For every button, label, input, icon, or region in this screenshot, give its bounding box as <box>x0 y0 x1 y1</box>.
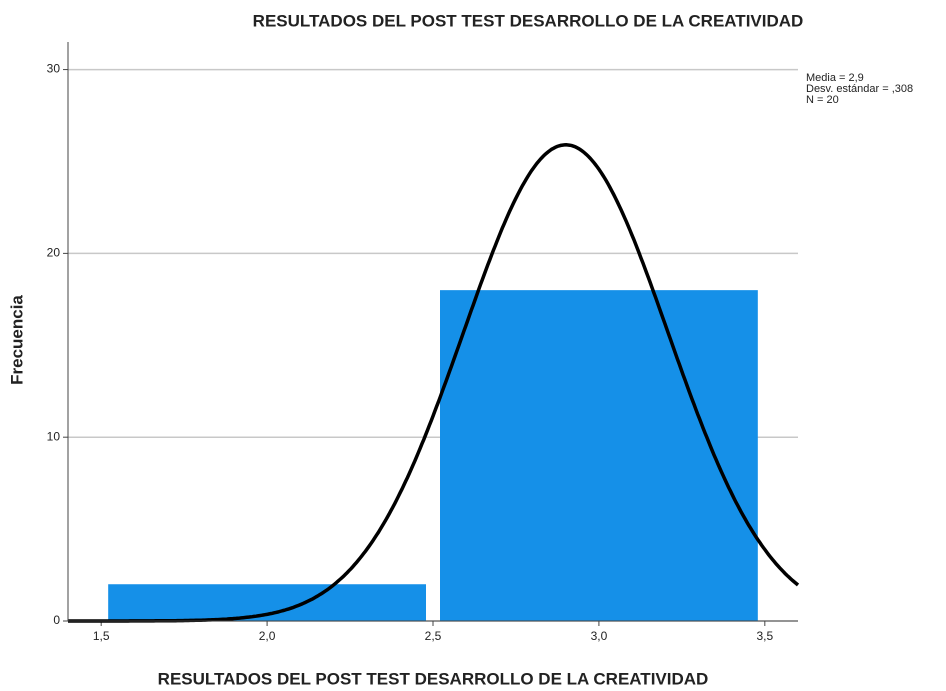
y-tick-label: 10 <box>47 429 61 443</box>
normal-curve <box>68 143 800 623</box>
x-tick-label: 2,5 <box>425 629 442 643</box>
x-axis-label: RESULTADOS DEL POST TEST DESARROLLO DE L… <box>158 669 709 688</box>
x-tick-label: 3,5 <box>756 629 773 643</box>
y-axis-label: Frecuencia <box>7 295 26 385</box>
bar <box>440 290 758 621</box>
chart-title: RESULTADOS DEL POST TEST DESARROLLO DE L… <box>253 11 804 30</box>
x-tick-label: 1,5 <box>93 629 110 643</box>
y-tick-label: 30 <box>47 62 61 76</box>
stats-label: Media = 2,9 <box>806 72 864 84</box>
stats-label: N = 20 <box>806 94 839 106</box>
x-tick-label: 2,0 <box>259 629 276 643</box>
y-tick-label: 0 <box>53 613 60 627</box>
y-tick-label: 20 <box>47 246 61 260</box>
x-tick-label: 3,0 <box>591 629 608 643</box>
stats-label: Desv. estándar = ,308 <box>806 83 913 95</box>
